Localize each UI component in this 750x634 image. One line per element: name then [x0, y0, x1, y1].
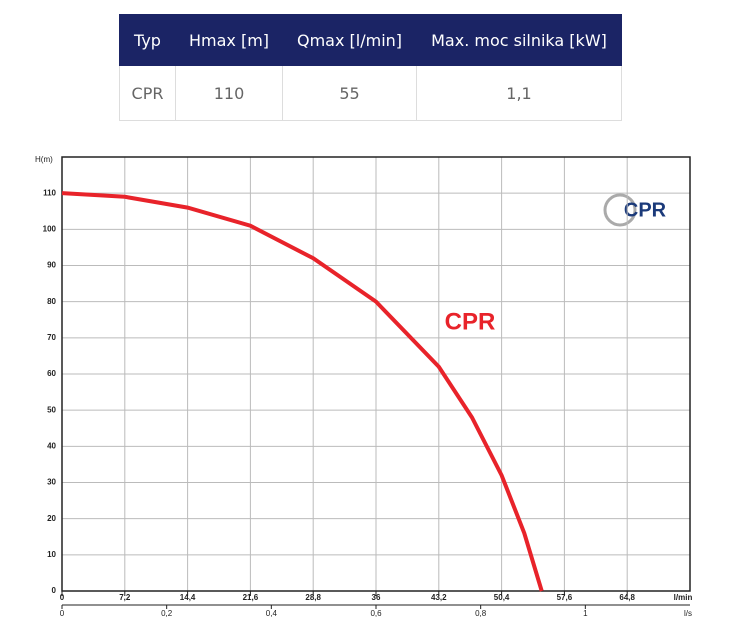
- x-tick-label: 21,6: [243, 593, 259, 602]
- x-tick-label: 57,6: [557, 593, 573, 602]
- cell: CPR: [119, 65, 176, 121]
- x-tick-label: 14,4: [180, 593, 196, 602]
- header-cell: Typ: [119, 14, 176, 66]
- y-tick-label: 110: [43, 188, 56, 197]
- y-tick-label: 30: [47, 478, 56, 487]
- x2-tick-label: 1: [583, 609, 588, 618]
- y-tick-label: 80: [47, 297, 56, 306]
- x-tick-label: 36: [372, 593, 381, 602]
- cell: 55: [282, 65, 417, 121]
- x-tick-label: 0: [60, 593, 65, 602]
- series-label: CPR: [445, 308, 496, 335]
- y-tick-label: 90: [47, 261, 56, 270]
- header-cell: Max. moc silnika [kW]: [416, 14, 622, 66]
- x2-tick-label: 0,2: [161, 609, 173, 618]
- y-tick-label: 50: [47, 405, 56, 414]
- x-tick-label: 50,4: [494, 593, 510, 602]
- y-axis-label: H(m): [35, 155, 53, 164]
- spec-table: Typ Hmax [m] Qmax [l/min] Max. moc silni…: [119, 14, 622, 121]
- y-tick-label: 20: [47, 514, 56, 523]
- x-tick-label: 43,2: [431, 593, 447, 602]
- curve: [61, 191, 544, 592]
- x2-tick-label: 0,8: [475, 609, 487, 618]
- y-tick-label: 100: [43, 224, 57, 233]
- cell: 1,1: [416, 65, 622, 121]
- x-axis-label: l/min: [674, 593, 693, 602]
- y-tick-label: 70: [47, 333, 56, 342]
- plot-frame: [61, 156, 691, 592]
- y-tick-label: 0: [52, 586, 57, 595]
- y-tick-label: 60: [47, 369, 56, 378]
- logo-ring: [603, 193, 637, 227]
- x2-axis-label: l/s: [684, 609, 692, 618]
- x-tick-label: 7,2: [119, 593, 131, 602]
- x-tick-label: 64,8: [619, 593, 635, 602]
- cell: 110: [175, 65, 283, 121]
- y-tick-label: 40: [47, 441, 56, 450]
- logo: CPR: [624, 199, 667, 221]
- y-tick-label: 10: [47, 550, 56, 559]
- x2-tick-label: 0,6: [370, 609, 382, 618]
- x-tick-label: 28,8: [305, 593, 321, 602]
- x2-tick-label: 0: [60, 609, 65, 618]
- x2-tick-label: 0,4: [266, 609, 278, 618]
